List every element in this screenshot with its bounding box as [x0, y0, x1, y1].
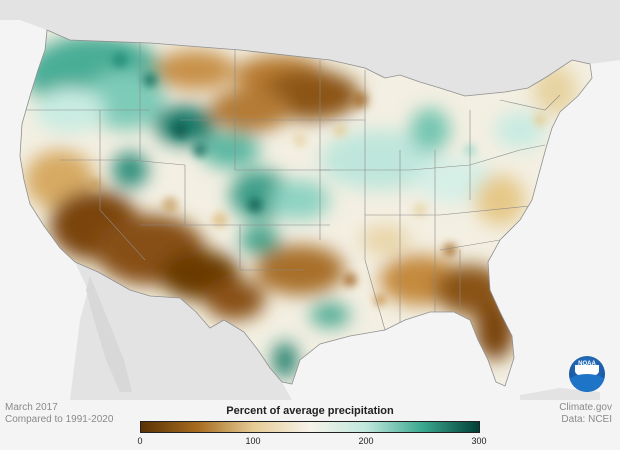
map-meta-left: March 2017 Compared to 1991-2020	[5, 402, 113, 426]
legend-tick-100: 100	[245, 436, 261, 446]
legend-color-bar	[140, 421, 480, 433]
baseline-label: Compared to 1991-2020	[5, 414, 114, 425]
baja-peninsula	[86, 276, 132, 392]
map-meta-right: Climate.gov Data: NCEI	[559, 402, 612, 426]
mexico-landmass	[70, 262, 292, 400]
canada-landmass	[0, 0, 620, 96]
data-source-label: Data: NCEI	[561, 414, 612, 425]
noaa-logo-text: NOAA	[578, 361, 596, 367]
precipitation-map	[0, 0, 620, 400]
legend-tick-200: 200	[358, 436, 374, 446]
legend-title: Percent of average precipitation	[226, 405, 394, 417]
legend-tick-0: 0	[137, 436, 143, 446]
legend-tick-300: 300	[471, 436, 487, 446]
period-label: March 2017	[5, 402, 58, 413]
state-borders	[20, 43, 561, 331]
credit-label: Climate.gov	[559, 402, 612, 413]
noaa-logo: NOAA	[569, 356, 605, 392]
us-outline	[19, 29, 593, 387]
